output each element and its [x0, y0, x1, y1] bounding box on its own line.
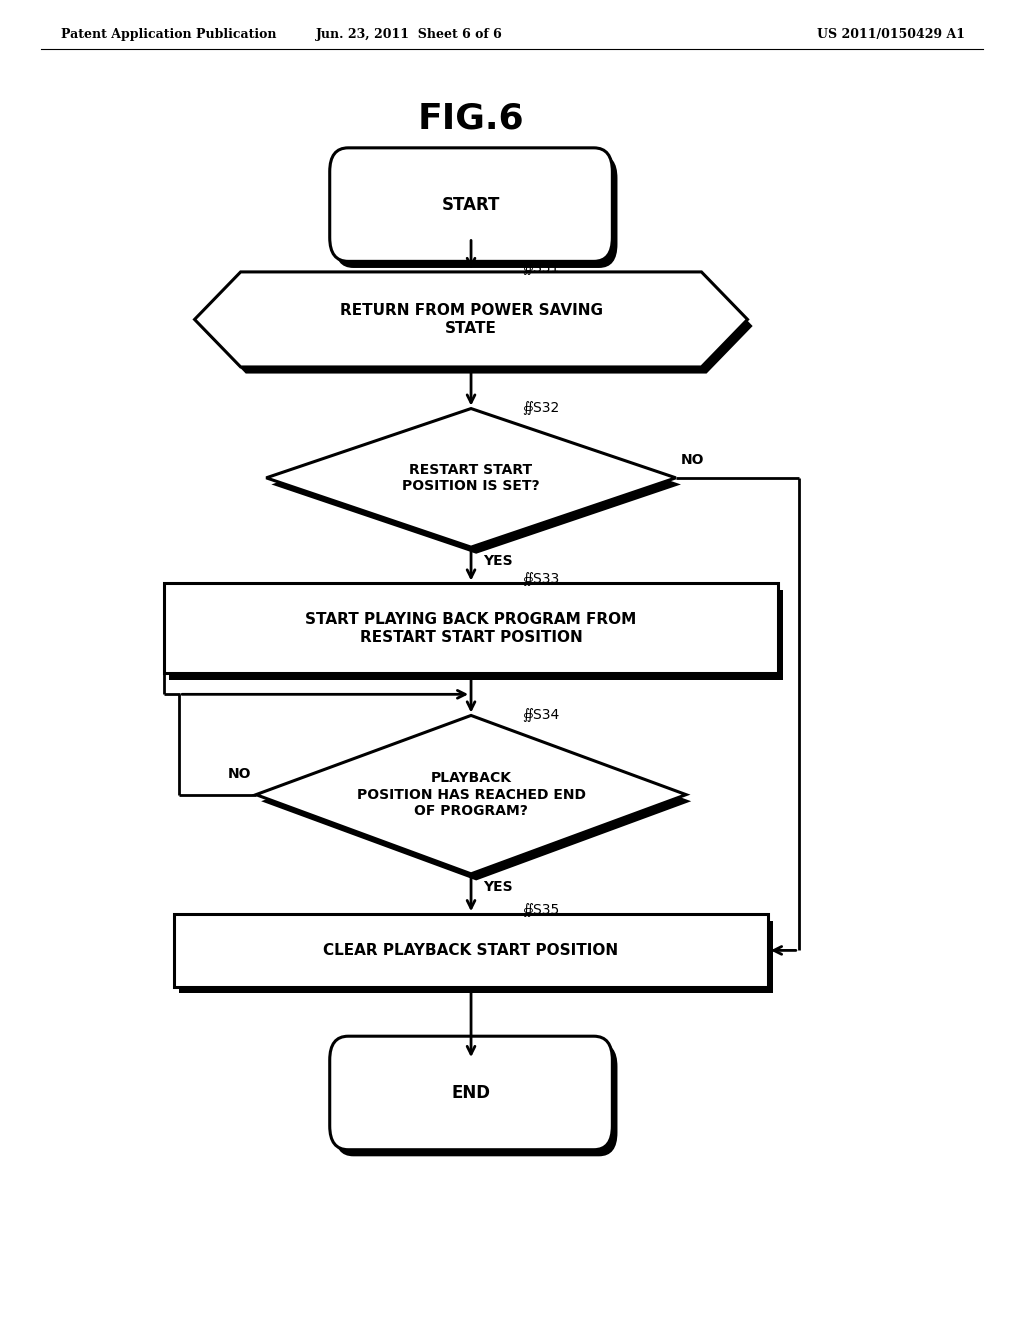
- Text: Patent Application Publication: Patent Application Publication: [61, 28, 276, 41]
- Text: RETURN FROM POWER SAVING
STATE: RETURN FROM POWER SAVING STATE: [340, 304, 602, 335]
- Text: ∯S35: ∯S35: [522, 903, 559, 916]
- Bar: [164, 583, 778, 673]
- Polygon shape: [200, 279, 753, 374]
- FancyBboxPatch shape: [330, 1036, 612, 1150]
- Text: NO: NO: [227, 767, 251, 781]
- Text: RESTART START
POSITION IS SET?: RESTART START POSITION IS SET?: [402, 463, 540, 492]
- Text: CLEAR PLAYBACK START POSITION: CLEAR PLAYBACK START POSITION: [324, 942, 618, 958]
- Text: US 2011/0150429 A1: US 2011/0150429 A1: [817, 28, 965, 41]
- Text: ∯S32: ∯S32: [522, 401, 559, 414]
- Text: ∯S34: ∯S34: [522, 708, 559, 722]
- Polygon shape: [266, 409, 676, 546]
- Text: START: START: [441, 195, 501, 214]
- Text: YES: YES: [483, 554, 513, 568]
- Polygon shape: [261, 722, 691, 880]
- Text: END: END: [452, 1084, 490, 1102]
- Bar: [179, 921, 773, 993]
- Text: ∯S33: ∯S33: [522, 572, 559, 586]
- Text: START PLAYING BACK PROGRAM FROM
RESTART START POSITION: START PLAYING BACK PROGRAM FROM RESTART …: [305, 612, 637, 644]
- Text: PLAYBACK
POSITION HAS REACHED END
OF PROGRAM?: PLAYBACK POSITION HAS REACHED END OF PRO…: [356, 771, 586, 818]
- FancyBboxPatch shape: [335, 1043, 617, 1156]
- Text: YES: YES: [483, 880, 513, 895]
- FancyBboxPatch shape: [335, 154, 617, 268]
- Text: NO: NO: [681, 453, 705, 467]
- Text: ∯S31: ∯S31: [522, 260, 559, 275]
- Polygon shape: [271, 414, 681, 554]
- Text: FIG.6: FIG.6: [418, 102, 524, 136]
- FancyBboxPatch shape: [330, 148, 612, 261]
- Bar: [169, 590, 783, 680]
- Bar: [174, 913, 768, 987]
- Polygon shape: [195, 272, 748, 367]
- Polygon shape: [256, 715, 686, 874]
- Text: Jun. 23, 2011  Sheet 6 of 6: Jun. 23, 2011 Sheet 6 of 6: [316, 28, 503, 41]
